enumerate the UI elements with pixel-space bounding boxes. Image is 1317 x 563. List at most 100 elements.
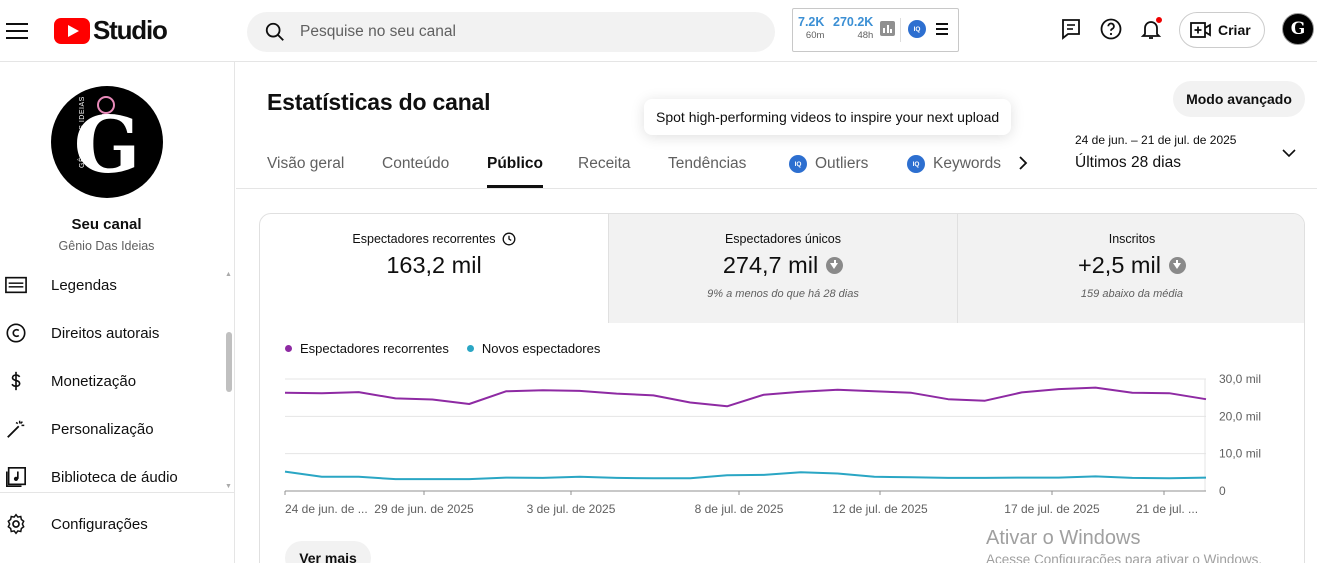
legend-label: Novos espectadores [481,341,601,356]
sidebar-item-label: Direitos autorais [51,324,160,342]
stat-60m-value: 7.2K [798,15,825,29]
tab-label: Público [487,155,543,172]
lightbulb-icon [97,96,115,118]
see-more-button[interactable]: Ver mais [285,541,371,563]
x-tick-label: 12 de jul. de 2025 [832,502,928,516]
notifications-icon[interactable] [1139,16,1163,41]
chevron-right-icon[interactable] [1014,152,1032,174]
sidebar-item-label: Monetização [51,372,137,390]
search-bar[interactable] [247,12,775,52]
create-video-icon [1190,22,1211,38]
metric-label: Espectadores únicos [724,232,842,246]
tab-overview[interactable]: Visão geral [267,142,344,188]
gear-icon [7,513,25,535]
tab-label: Receita [578,155,631,172]
tab-label: Outliers [815,155,869,172]
x-tick-label: 8 de jul. de 2025 [695,502,784,516]
chart-legend: Espectadores recorrentes Novos espectado… [285,341,600,356]
metric-value: +2,5 mil [1078,252,1161,278]
extension-stats-widget[interactable]: 7.2K 60m 270.2K 48h IQ [792,8,959,52]
x-tick-label: 3 de jul. de 2025 [527,502,616,516]
y-tick-label: 20,0 mil [1219,409,1261,423]
avatar-letter: G [73,100,141,191]
widget-divider [900,18,901,42]
date-range-text: 24 de jun. – 21 de jul. de 2025 [1075,133,1237,147]
channel-handle: Gênio Das Ideias [58,239,155,253]
scroll-up-arrow-icon[interactable]: ▲ [225,271,232,278]
metric-label: Espectadores recorrentes [352,232,496,246]
widget-menu-icon[interactable] [936,23,948,38]
tab-trends[interactable]: Tendências [668,142,746,188]
tooltip: Spot high-performing videos to inspire y… [644,99,1012,135]
sidebar-item-label: Configurações [51,515,148,533]
feedback-icon[interactable] [1059,17,1083,41]
tab-label: Keywords [933,155,1002,172]
stat-60m-label: 60m [805,30,825,41]
audio-library-icon [6,467,26,487]
metric-subscribers[interactable]: Inscritos +2,5 mil 159 abaixo da média [957,214,1304,323]
series-line-1 [284,470,1207,481]
tab-keywords[interactable]: IQ Keywords [907,142,1001,188]
date-range-picker[interactable]: 24 de jun. – 21 de jul. de 2025 Últimos … [1075,133,1301,177]
legend-dot [285,345,292,352]
advanced-mode-button[interactable]: Modo avançado [1173,81,1305,117]
y-tick-label: 30,0 mil [1219,372,1261,386]
avatar-text: GÊNIO DAS IDEIAS [79,96,86,168]
notification-dot [1155,16,1163,24]
series-line-0 [284,386,1207,408]
audience-card: Espectadores recorrentes 163,2 mil Espec… [259,213,1305,563]
legend-item-returning[interactable]: Espectadores recorrentes [285,341,449,356]
account-avatar[interactable]: G [1282,13,1314,45]
sidebar-divider [0,492,234,493]
youtube-play-icon [54,17,90,44]
scroll-down-arrow-icon[interactable]: ▼ [225,483,232,490]
sidebar-item-copyright[interactable]: Direitos autorais [0,311,225,355]
sidebar-item-subtitles[interactable]: Legendas [0,263,225,307]
metric-value: 274,7 mil [722,252,819,278]
sidebar-item-customization[interactable]: Personalização [0,407,225,451]
sidebar-item-label: Personalização [51,420,154,438]
search-icon[interactable] [264,21,286,43]
top-bar: Studio 7.2K 60m 270.2K 48h IQ [0,0,1317,62]
legend-item-new[interactable]: Novos espectadores [466,341,601,356]
help-icon[interactable] [1099,17,1123,41]
sidebar-item-settings[interactable]: Configurações [0,502,225,546]
menu-icon[interactable] [6,18,28,42]
dollar-icon [11,371,21,391]
chevron-down-icon [1282,149,1296,158]
vidiq-icon: IQ [789,155,807,173]
x-tick-label: 29 de jun. de 2025 [374,502,474,516]
create-button[interactable]: Criar [1179,12,1265,48]
create-label: Criar [1218,22,1251,38]
tab-audience[interactable]: Público [487,142,543,188]
tab-revenue[interactable]: Receita [578,142,631,188]
stat-48h: 270.2K 48h [833,15,873,42]
x-tick-label: 24 de jun. de ... [285,502,368,516]
studio-logo[interactable]: Studio [54,15,168,46]
tab-outliers[interactable]: IQ Outliers [789,142,868,188]
page-title: Estatísticas do canal [267,89,491,115]
y-tick-label: 10,0 mil [1219,447,1261,461]
legend-dot [466,345,474,352]
viewers-line-chart[interactable]: 30,0 mil 20,0 mil 10,0 mil 0 24 de jun. de .… [260,364,1305,524]
tab-content[interactable]: Conteúdo [382,142,449,188]
legend-label: Espectadores recorrentes [300,341,449,356]
sidebar-item-label: Legendas [51,276,117,294]
sidebar-item-monetization[interactable]: Monetização [0,359,225,403]
metric-unique-viewers[interactable]: Espectadores únicos 274,7 mil 9% a menos… [608,214,957,323]
sidebar: G GÊNIO DAS IDEIAS Seu canal Gênio Das I… [0,62,235,563]
channel-avatar[interactable]: G GÊNIO DAS IDEIAS [51,86,163,198]
search-input[interactable] [300,23,740,41]
x-tick-label: 17 de jul. de 2025 [1004,502,1100,516]
stat-48h-value: 270.2K [833,15,874,29]
bar-chart-icon[interactable] [880,21,895,36]
vidiq-icon[interactable]: IQ [908,20,926,38]
tab-label: Conteúdo [382,155,450,172]
metric-returning-viewers[interactable]: Espectadores recorrentes 163,2 mil [260,214,608,323]
date-range-label: Últimos 28 dias [1075,154,1181,171]
logo-text: Studio [93,15,168,45]
sidebar-item-audio-library[interactable]: Biblioteca de áudio [0,455,225,499]
shaded-partial-period [1204,379,1206,491]
stat-60m: 7.2K 60m [798,15,824,42]
sidebar-scrollbar[interactable] [226,332,232,392]
